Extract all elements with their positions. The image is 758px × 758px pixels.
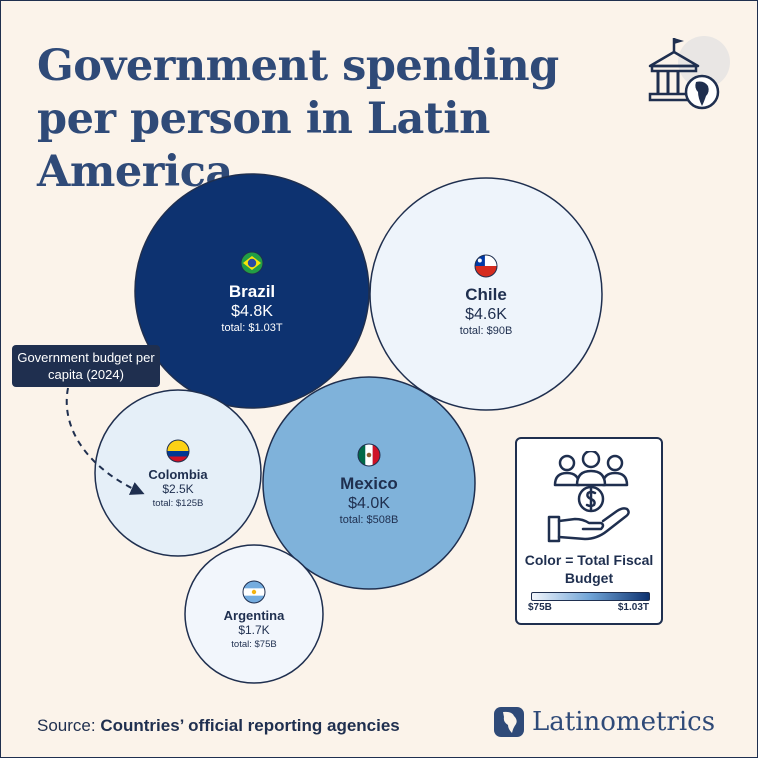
legend-gradient [531, 592, 650, 601]
source-text: Countries’ official reporting agencies [100, 716, 400, 735]
legend-min-label: $75B [528, 602, 552, 613]
brazil-flag-icon [240, 251, 264, 275]
legend-max-label: $1.03T [617, 602, 649, 613]
bubble-argentina [184, 544, 324, 684]
bubble-total-argentina: total: $75B [231, 639, 276, 650]
bubble-brazil [134, 173, 370, 409]
bubble-total-mexico: total: $508B [340, 514, 399, 526]
bubble-label-mexico: Mexico [340, 474, 398, 493]
bubble-total-colombia: total: $125B [153, 498, 204, 509]
people-money-hand-icon [547, 451, 630, 543]
bubble-colombia [94, 389, 262, 557]
bubble-value-chile: $4.6K [465, 306, 507, 323]
bubble-value-argentina: $1.7K [238, 623, 269, 637]
mexico-flag-icon [357, 443, 381, 467]
bubble-value-colombia: $2.5K [162, 482, 193, 496]
bubble-label-brazil: Brazil [229, 282, 275, 301]
chile-flag-icon [474, 254, 498, 278]
brand: Latinometrics [494, 707, 715, 737]
bubble-total-chile: total: $90B [460, 325, 513, 337]
source-note: Source: Countries’ official reporting ag… [37, 716, 400, 736]
annotation-label: Government budget per capita (2024) [12, 345, 160, 387]
government-building-icon [648, 36, 730, 110]
annotation-arrow [65, 387, 145, 495]
latinometrics-logo-icon [494, 707, 524, 737]
bubble-label-chile: Chile [465, 285, 507, 304]
bubble-label-colombia: Colombia [148, 467, 208, 482]
bubble-chile [369, 177, 603, 411]
colombia-flag-icon [166, 439, 190, 463]
source-prefix: Source: [37, 716, 101, 735]
argentina-flag-icon [242, 580, 266, 604]
bubble-mexico [262, 376, 476, 590]
brand-name: Latinometrics [532, 707, 716, 737]
bubble-value-mexico: $4.0K [348, 495, 390, 512]
bubble-label-argentina: Argentina [224, 608, 285, 623]
bubble-value-brazil: $4.8K [231, 303, 273, 320]
bubble-total-brazil: total: $1.03T [221, 322, 282, 334]
legend: Color = Total Fiscal Budget $75B $1.03T [515, 437, 663, 625]
legend-title: Color = Total Fiscal Budget [524, 552, 654, 586]
